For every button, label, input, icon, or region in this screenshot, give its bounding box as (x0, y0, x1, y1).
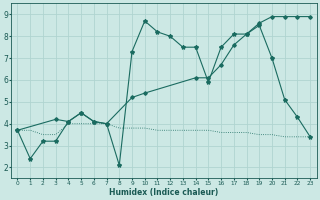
X-axis label: Humidex (Indice chaleur): Humidex (Indice chaleur) (109, 188, 219, 197)
